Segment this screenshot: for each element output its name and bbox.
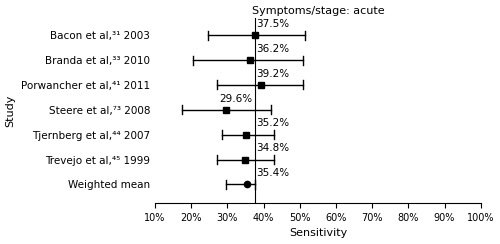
X-axis label: Sensitivity: Sensitivity	[289, 228, 347, 238]
Text: 29.6%: 29.6%	[220, 94, 253, 104]
Text: 35.2%: 35.2%	[256, 119, 290, 129]
Text: 36.2%: 36.2%	[256, 44, 290, 54]
Text: 34.8%: 34.8%	[256, 143, 290, 153]
Y-axis label: Study: Study	[6, 94, 16, 127]
Title: Symptoms/stage: acute: Symptoms/stage: acute	[252, 6, 384, 16]
Text: 35.4%: 35.4%	[256, 168, 290, 178]
Text: 37.5%: 37.5%	[256, 19, 290, 29]
Text: 39.2%: 39.2%	[256, 69, 290, 79]
